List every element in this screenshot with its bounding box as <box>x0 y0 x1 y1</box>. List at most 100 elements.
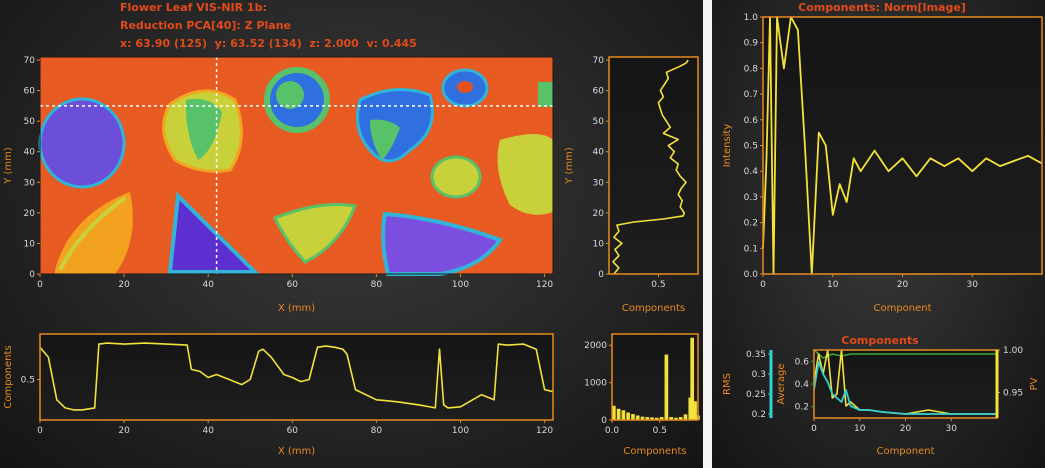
image-ytick-label: 40 <box>24 148 36 158</box>
leaf-region <box>55 192 133 274</box>
norm-image-ytick-label: 0.5 <box>744 142 758 152</box>
y-profile-ylabel: Y (mm) <box>564 147 575 185</box>
leaf-region <box>457 81 473 93</box>
x-profile-ytick-label: 0.5 <box>21 376 35 386</box>
histogram-bar <box>635 415 640 420</box>
components-rms-label: RMS <box>722 373 733 395</box>
x-profile-xtick-label: 100 <box>452 426 469 436</box>
image-xtick-label: 120 <box>536 280 553 290</box>
histogram-bar <box>664 354 669 420</box>
readout-x-label: x: <box>120 37 132 50</box>
norm-image-xtick-label: 20 <box>897 280 909 290</box>
leaf-region <box>381 211 504 276</box>
x-profile-xlabel: X (mm) <box>278 446 315 457</box>
components-average-ytick-label: 0.4 <box>795 380 810 390</box>
histogram-bar <box>645 417 650 420</box>
components-rms-ytick-label: 0.25 <box>746 390 766 400</box>
norm-image-ytick-label: 0.1 <box>744 244 758 254</box>
x-profile-xtick-label: 80 <box>371 426 383 436</box>
image-plot[interactable] <box>38 56 554 276</box>
components-xtick-label: 0 <box>811 424 817 434</box>
image-border <box>39 56 554 275</box>
leaf-region <box>370 119 400 160</box>
image-ytick-label: 20 <box>24 209 36 219</box>
histogram-bar <box>616 408 621 420</box>
norm-image-xtick-label: 0 <box>760 280 766 290</box>
panel-divider <box>703 0 712 468</box>
histogram-bar <box>690 337 695 420</box>
leaf-region <box>272 203 358 264</box>
histogram-ytick-label: 2000 <box>584 341 607 351</box>
x-profile-xtick-label: 0 <box>37 426 43 436</box>
components-pv-label: PV <box>1029 377 1040 390</box>
histogram-bar <box>612 405 616 420</box>
norm-image-line <box>762 16 1043 275</box>
dataset-title: Flower Leaf VIS-NIR 1b: <box>120 1 267 14</box>
x-profile-xtick-label: 120 <box>536 426 553 436</box>
components-pv-line <box>813 349 997 415</box>
y-profile-ytick-label: 40 <box>593 148 605 158</box>
norm-image-xtick-label: 10 <box>827 280 839 290</box>
histogram-bar <box>621 410 626 420</box>
components-pv-ytick-label: 0.95 <box>1003 389 1023 399</box>
components-area <box>814 350 997 418</box>
norm-image-ytick-label: 0.2 <box>744 219 758 229</box>
histogram-bar <box>640 416 645 420</box>
y-profile-border <box>608 56 699 275</box>
leaf-region <box>38 97 126 189</box>
histogram-border <box>611 333 699 421</box>
y-profile-ytick-label: 20 <box>593 209 605 219</box>
components-rms-ytick-label: 0.35 <box>746 350 766 360</box>
norm-image-xtick-label: 30 <box>967 280 979 290</box>
components-xtick-label: 30 <box>946 424 958 434</box>
y-profile-ytick-label: 0 <box>598 270 604 280</box>
norm-image-xlabel: Component <box>873 303 931 314</box>
components-rms-ytick-label: 0.2 <box>752 410 766 420</box>
components-title: Components <box>841 334 919 347</box>
norm-image-ytick-label: 0.4 <box>744 167 759 177</box>
histogram-bar <box>683 414 688 420</box>
readout-v-value: 0.445 <box>381 37 417 50</box>
x-profile-border <box>39 333 554 421</box>
histogram-bar <box>659 417 664 420</box>
y-profile-xlabel: Components <box>622 303 685 314</box>
readout-z-label: z: <box>309 37 321 50</box>
x-profile-area <box>40 334 553 420</box>
cursor-readout: x: 63.90 (125) y: 63.52 (134) z: 2.000 v… <box>120 36 417 51</box>
leaf-region <box>430 155 482 199</box>
image-ytick-label: 50 <box>24 117 36 127</box>
norm-image-ytick-label: 0.9 <box>744 39 759 49</box>
histogram-bar <box>693 401 697 420</box>
histogram-bar <box>650 417 654 420</box>
image-ytick-label: 70 <box>24 56 36 66</box>
components-pv-ytick-label: 1.00 <box>1003 346 1023 356</box>
image-ytick-label: 10 <box>24 239 36 249</box>
leaf-region <box>538 82 553 107</box>
y-profile-ytick-label: 10 <box>593 239 605 249</box>
norm-image-title: Components: Norm[Image] <box>798 1 966 14</box>
x-profile-xtick-label: 40 <box>202 426 214 436</box>
image-ylabel: Y (mm) <box>3 147 14 185</box>
norm-image-ytick-label: 0.3 <box>744 193 758 203</box>
components-average-ytick-label: 0.6 <box>795 357 810 367</box>
readout-y-value: 63.52 (134) <box>230 37 302 50</box>
y-profile-ytick-label: 60 <box>593 87 605 97</box>
norm-image-ytick-label: 0.6 <box>744 116 759 126</box>
readout-y-label: y: <box>214 37 227 50</box>
y-profile-ytick-label: 70 <box>593 56 605 66</box>
histogram-area <box>612 334 698 420</box>
norm-image-ytick-label: 0.0 <box>744 270 759 280</box>
leaf-region <box>497 134 553 215</box>
leaf-region <box>58 196 127 271</box>
histogram-ytick-label: 0 <box>601 416 607 426</box>
histogram-bar <box>678 417 683 420</box>
image-xtick-label: 0 <box>37 280 43 290</box>
leaf-region <box>185 98 222 160</box>
y-profile-area <box>609 57 698 274</box>
x-profile-ylabel: Components <box>3 345 14 408</box>
histogram-xlabel: Components <box>623 446 686 457</box>
histogram-bar <box>674 417 678 420</box>
components-rms-line <box>813 361 997 415</box>
image-ytick-label: 60 <box>24 87 36 97</box>
